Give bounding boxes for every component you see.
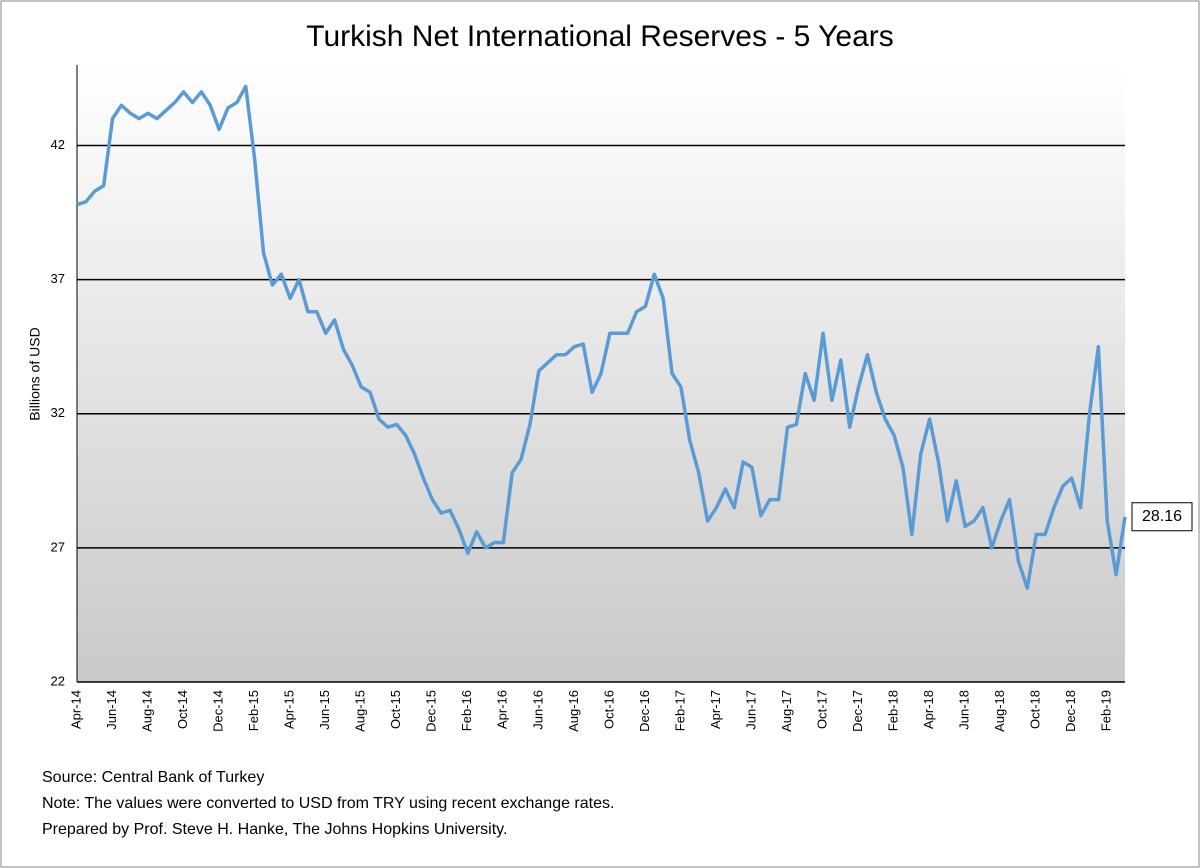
last-value-label: 28.16 bbox=[1142, 508, 1182, 525]
x-tick-label: Oct-17 bbox=[814, 690, 829, 729]
x-tick-label: Aug-18 bbox=[992, 690, 1007, 732]
x-tick-label: Dec-17 bbox=[850, 690, 865, 732]
x-tick-label: Apr-14 bbox=[68, 690, 83, 729]
x-tick-label: Feb-17 bbox=[672, 690, 687, 731]
x-tick-label: Apr-15 bbox=[282, 690, 297, 729]
x-tick-label: Oct-15 bbox=[388, 690, 403, 729]
note: Source: Central Bank of Turkey bbox=[42, 769, 264, 786]
x-tick-label: Apr-17 bbox=[708, 690, 723, 729]
x-tick-label: Dec-16 bbox=[637, 690, 652, 732]
data-line bbox=[76, 84, 1127, 590]
x-tick-label: Jun-15 bbox=[317, 690, 332, 730]
x-tick-label: Dec-15 bbox=[424, 690, 439, 732]
x-tick-label: Feb-15 bbox=[246, 690, 261, 731]
x-tick-label: Feb-16 bbox=[459, 690, 474, 731]
x-tick-label: Oct-16 bbox=[601, 690, 616, 729]
chart-title: Turkish Net International Reserves - 5 Y… bbox=[306, 20, 894, 53]
x-tick-label: Dec-18 bbox=[1063, 690, 1078, 732]
y-tick-label: 42 bbox=[51, 137, 65, 152]
x-tick-label: Aug-16 bbox=[566, 690, 581, 732]
x-tick-label: Apr-16 bbox=[495, 690, 510, 729]
x-tick-label: Aug-14 bbox=[139, 690, 154, 732]
y-tick-label: 27 bbox=[51, 539, 65, 554]
y-axis-label: Billions of USD bbox=[27, 327, 43, 420]
y-tick-label: 22 bbox=[51, 673, 65, 688]
x-tick-label: Aug-17 bbox=[779, 690, 794, 732]
last-value-box bbox=[1131, 502, 1193, 532]
x-tick-label: Oct-14 bbox=[175, 690, 190, 729]
x-tick-label: Oct-18 bbox=[1028, 690, 1043, 729]
x-tick-label: Feb-18 bbox=[886, 690, 901, 731]
y-tick-label: 32 bbox=[51, 405, 65, 420]
x-tick-label: Jun-14 bbox=[104, 690, 119, 730]
y-tick-label: 37 bbox=[51, 271, 65, 286]
x-tick-label: Jun-18 bbox=[957, 690, 972, 730]
x-tick-label: Jun-16 bbox=[530, 690, 545, 730]
x-tick-label: Feb-19 bbox=[1099, 690, 1114, 731]
x-tick-label: Apr-18 bbox=[921, 690, 936, 729]
note: Note: The values were converted to USD f… bbox=[42, 795, 614, 812]
x-tick-label: Dec-14 bbox=[211, 690, 226, 732]
x-tick-label: Jun-17 bbox=[743, 690, 758, 730]
x-tick-label: Aug-15 bbox=[353, 690, 368, 732]
note: Prepared by Prof. Steve H. Hanke, The Jo… bbox=[42, 821, 507, 838]
